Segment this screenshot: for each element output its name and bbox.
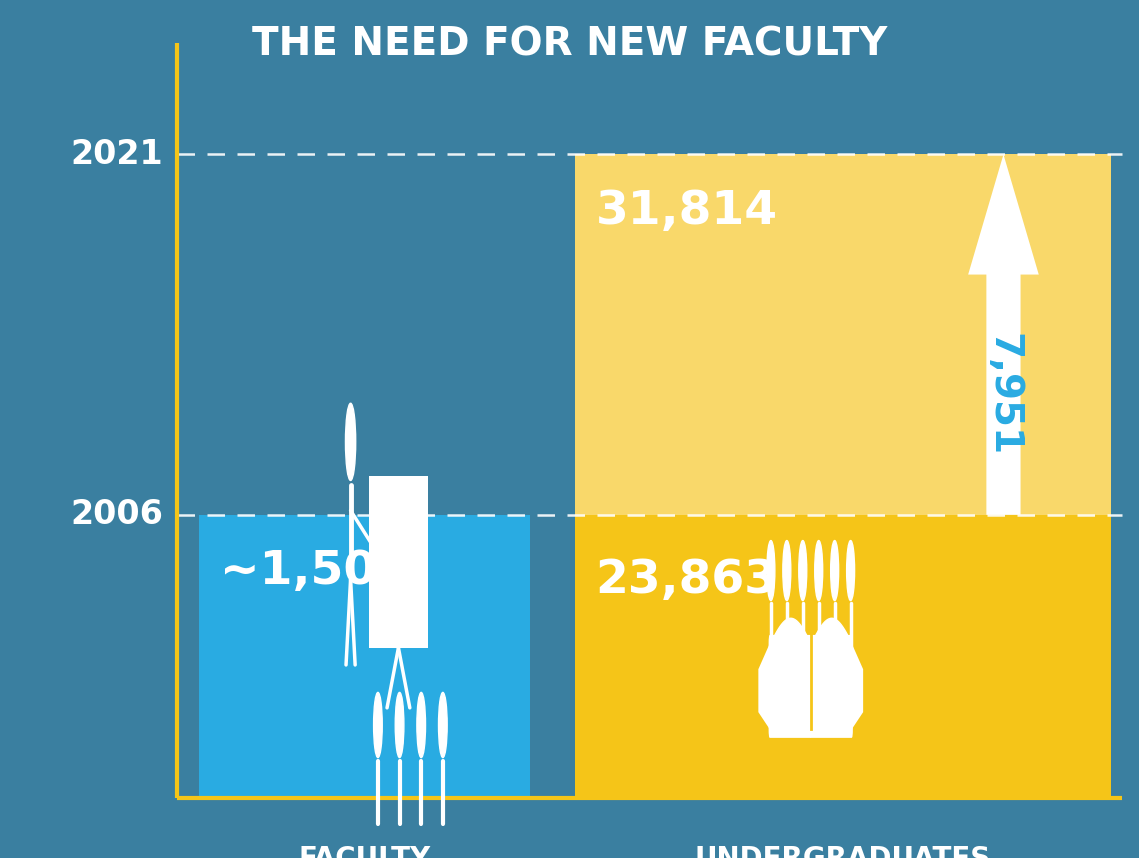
Circle shape <box>767 541 775 601</box>
Circle shape <box>846 541 854 601</box>
Bar <box>369 476 428 648</box>
Circle shape <box>782 541 790 601</box>
Bar <box>199 515 530 798</box>
Text: 23,863: 23,863 <box>596 558 778 602</box>
FancyBboxPatch shape <box>769 635 812 738</box>
Bar <box>575 154 1111 515</box>
Text: 31,814: 31,814 <box>596 189 778 233</box>
Text: FACULTY: FACULTY <box>298 845 431 858</box>
Circle shape <box>439 692 448 758</box>
Polygon shape <box>852 644 863 729</box>
Polygon shape <box>759 644 770 729</box>
Text: 2006: 2006 <box>69 498 163 531</box>
Circle shape <box>374 692 383 758</box>
Circle shape <box>798 541 806 601</box>
Circle shape <box>417 692 426 758</box>
Circle shape <box>345 403 355 480</box>
Circle shape <box>830 541 838 601</box>
Text: 7,951: 7,951 <box>984 333 1023 456</box>
Circle shape <box>395 692 404 758</box>
Circle shape <box>814 541 822 601</box>
Text: ~1,500: ~1,500 <box>220 549 409 594</box>
Bar <box>575 515 1111 798</box>
Text: 2021: 2021 <box>71 138 163 171</box>
Text: UNDERGRADUATES: UNDERGRADUATES <box>695 845 991 858</box>
Polygon shape <box>968 154 1039 515</box>
Text: THE NEED FOR NEW FACULTY: THE NEED FOR NEW FACULTY <box>252 26 887 63</box>
FancyBboxPatch shape <box>810 635 853 738</box>
